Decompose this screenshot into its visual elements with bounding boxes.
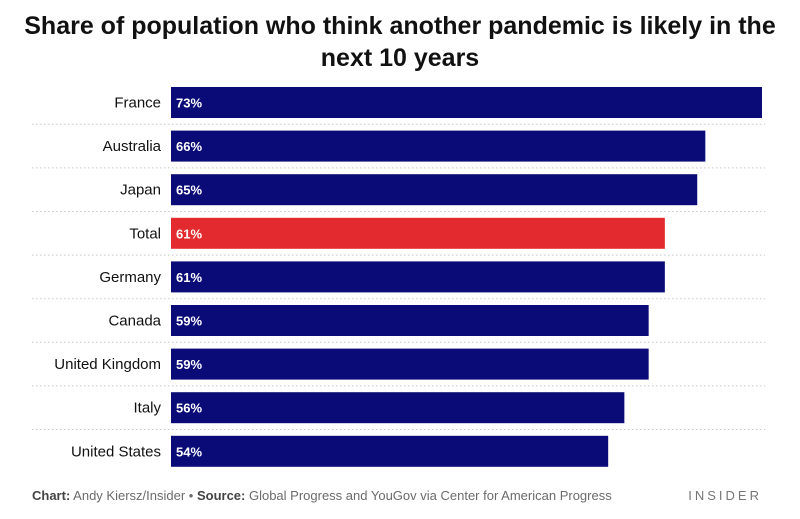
bar-germany bbox=[171, 261, 665, 293]
chart-credit: Andy Kiersz/Insider • bbox=[70, 488, 197, 503]
value-label: 59% bbox=[176, 357, 202, 372]
chart-title: Share of population who think another pa… bbox=[24, 12, 776, 72]
source-label: Source: bbox=[196, 488, 246, 503]
bar-france bbox=[171, 87, 762, 118]
category-labels: France Australia Japan Total Germany Canada Un… bbox=[54, 95, 161, 461]
source-text: Global Progress and YouGov via Center fo… bbox=[245, 488, 612, 503]
value-labels: 73% 66% 65% 61% 61% 59% 59% 56% 54% bbox=[176, 96, 202, 460]
bar-italy bbox=[171, 392, 625, 424]
bar-united-kingdom bbox=[171, 348, 649, 380]
value-label: 73% bbox=[176, 96, 202, 111]
bar-australia bbox=[171, 130, 706, 162]
category-label: Japan bbox=[120, 182, 161, 199]
value-label: 65% bbox=[176, 183, 202, 198]
value-label: 54% bbox=[176, 444, 202, 459]
value-label: 61% bbox=[176, 226, 202, 241]
bar-united-states bbox=[171, 435, 609, 467]
category-label: Total bbox=[129, 225, 161, 242]
bar-total bbox=[171, 217, 665, 249]
value-label: 59% bbox=[176, 314, 202, 329]
insider-logo: INSIDER bbox=[688, 488, 762, 503]
value-label: 56% bbox=[176, 401, 202, 416]
bar-japan bbox=[171, 174, 698, 206]
category-label: Canada bbox=[108, 313, 161, 330]
chart-footer: Chart: Andy Kiersz/Insider • Source: Glo… bbox=[32, 488, 612, 503]
category-label: United Kingdom bbox=[54, 356, 161, 373]
category-label: Italy bbox=[133, 400, 161, 417]
category-label: United States bbox=[71, 443, 161, 460]
value-label: 61% bbox=[176, 270, 202, 285]
category-label: Germany bbox=[99, 269, 161, 286]
bar-canada bbox=[171, 305, 649, 336]
value-label: 66% bbox=[176, 139, 202, 154]
category-label: France bbox=[114, 95, 161, 112]
bars-group bbox=[171, 87, 762, 467]
category-label: Australia bbox=[103, 138, 162, 155]
chart-credit-label: Chart: bbox=[32, 488, 71, 503]
